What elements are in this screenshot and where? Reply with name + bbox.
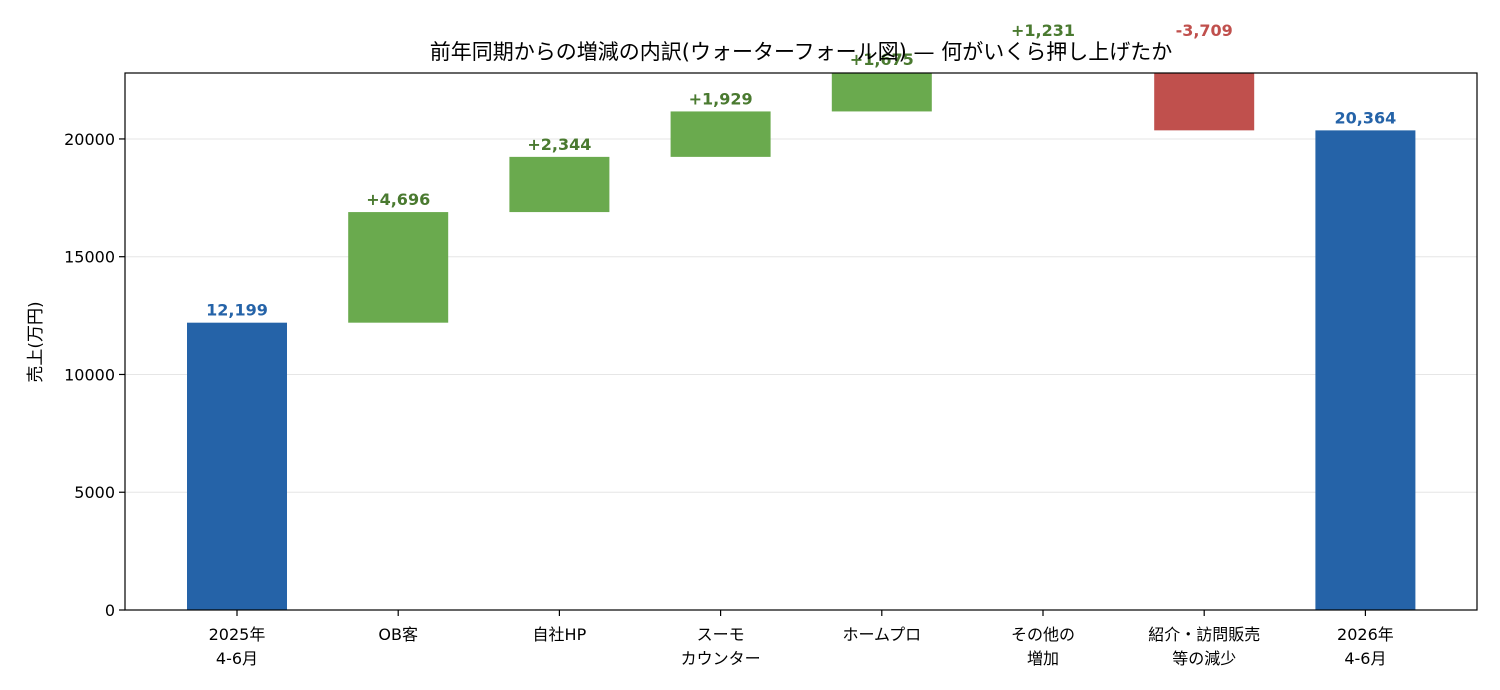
x-tick-label: ホームプロ	[843, 625, 922, 644]
x-tick-label: OB客	[378, 625, 418, 644]
bar-increase	[831, 73, 932, 112]
plot-frame	[124, 72, 1478, 611]
y-tick-label: 10000	[64, 365, 115, 384]
bars	[187, 73, 1416, 610]
data-label: +1,231	[1011, 21, 1075, 40]
x-tick-label: 自社HP	[533, 625, 587, 644]
y-tick-label: 0	[105, 601, 115, 620]
x-tick-label: 2025年	[209, 625, 266, 644]
bar-increase	[348, 212, 449, 323]
x-tick-label: 4-6月	[216, 649, 258, 668]
y-axis-ticks: 0 5000 10000 15000 20000	[64, 130, 125, 620]
bar-increase	[509, 156, 610, 213]
x-tick-label: 増加	[1027, 649, 1059, 668]
x-tick-label: 等の減少	[1172, 649, 1236, 668]
bar-increase	[670, 111, 771, 157]
y-tick-label: 20000	[64, 130, 115, 149]
data-label: +1,929	[689, 89, 753, 108]
grid-lines	[125, 138, 1477, 493]
data-label: +1,675	[850, 50, 914, 69]
y-axis-label: 売上(万円)	[26, 301, 46, 382]
chart-title: 前年同期からの増減の内訳(ウォーターフォール図) — 何がいくら押し上げたか	[430, 40, 1172, 64]
x-tick-label: その他の	[1011, 625, 1075, 644]
x-tick-label: 紹介・訪問販売	[1148, 625, 1260, 644]
bar-total	[1315, 130, 1416, 610]
data-label: -3,709	[1176, 21, 1233, 40]
x-tick-label: 2026年	[1337, 625, 1394, 644]
x-tick-label: カウンター	[681, 649, 761, 668]
bar-total	[187, 322, 287, 610]
data-label: 20,364	[1335, 108, 1397, 127]
y-tick-label: 5000	[74, 483, 115, 502]
data-label: +2,344	[527, 135, 591, 154]
data-label: +4,696	[366, 190, 430, 209]
bar-decrease	[1154, 73, 1255, 131]
data-label: 12,199	[206, 301, 268, 320]
y-tick-label: 15000	[64, 248, 115, 267]
x-tick-label: 4-6月	[1344, 649, 1386, 668]
x-tick-label: スーモ	[697, 625, 745, 644]
data-labels: 12,199 +4,696 +2,344 +1,929 +1,675 +1,231 -3,7…	[206, 21, 1396, 320]
